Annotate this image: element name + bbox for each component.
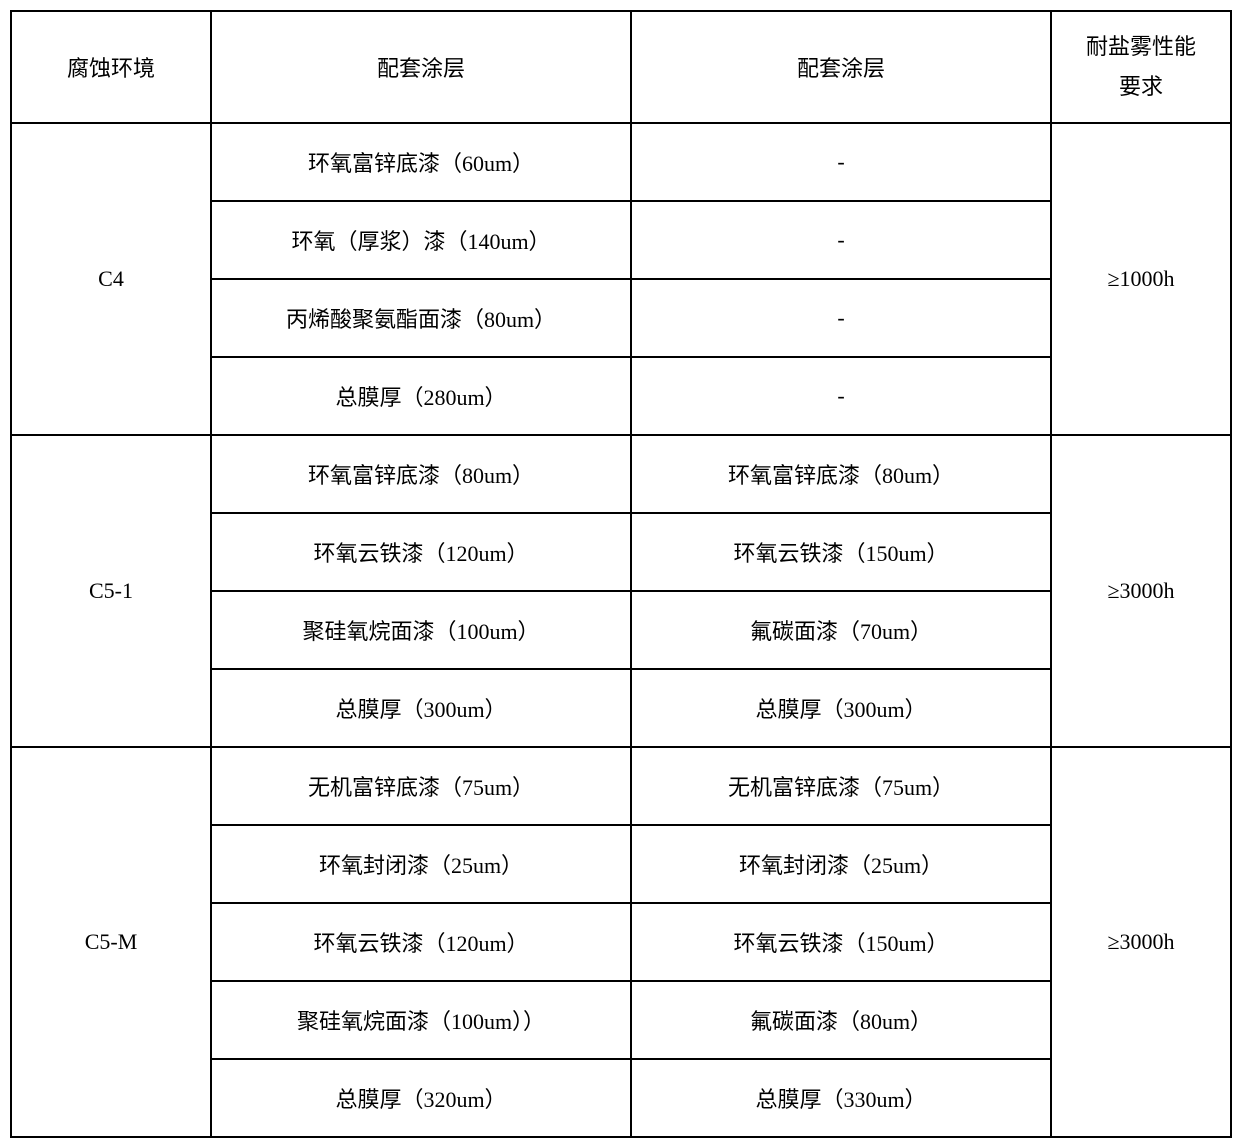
coat1-cell: 总膜厚（320um） xyxy=(211,1059,631,1137)
coat1-cell: 总膜厚（300um） xyxy=(211,669,631,747)
table-row: C5-M 无机富锌底漆（75um） 无机富锌底漆（75um） ≥3000h xyxy=(11,747,1231,825)
header-req-line1: 耐盐雾性能要求 xyxy=(1052,27,1230,106)
header-row: 腐蚀环境 配套涂层 配套涂层 耐盐雾性能要求 xyxy=(11,11,1231,123)
coat2-cell: - xyxy=(631,279,1051,357)
coat1-cell: 环氧封闭漆（25um） xyxy=(211,825,631,903)
coat2-cell: - xyxy=(631,201,1051,279)
coat1-cell: 环氧富锌底漆（80um） xyxy=(211,435,631,513)
header-coat1: 配套涂层 xyxy=(211,11,631,123)
table-row: C5-1 环氧富锌底漆（80um） 环氧富锌底漆（80um） ≥3000h xyxy=(11,435,1231,513)
table-row: C4 环氧富锌底漆（60um） - ≥1000h xyxy=(11,123,1231,201)
env-cell: C4 xyxy=(11,123,211,435)
coat1-cell: 环氧（厚浆）漆（140um） xyxy=(211,201,631,279)
table-body: 腐蚀环境 配套涂层 配套涂层 耐盐雾性能要求 C4 环氧富锌底漆（60um） -… xyxy=(11,11,1231,1137)
coat1-cell: 环氧富锌底漆（60um） xyxy=(211,123,631,201)
coat2-cell: - xyxy=(631,123,1051,201)
header-env: 腐蚀环境 xyxy=(11,11,211,123)
req-cell: ≥3000h xyxy=(1051,747,1231,1137)
coat1-cell: 聚硅氧烷面漆（100um）） xyxy=(211,981,631,1059)
coat2-cell: 环氧封闭漆（25um） xyxy=(631,825,1051,903)
coat2-cell: 环氧云铁漆（150um） xyxy=(631,513,1051,591)
coat2-cell: 总膜厚（300um） xyxy=(631,669,1051,747)
coat2-cell: 氟碳面漆（70um） xyxy=(631,591,1051,669)
header-coat2: 配套涂层 xyxy=(631,11,1051,123)
coat1-cell: 环氧云铁漆（120um） xyxy=(211,513,631,591)
coat2-cell: - xyxy=(631,357,1051,435)
header-req: 耐盐雾性能要求 xyxy=(1051,11,1231,123)
coat2-cell: 氟碳面漆（80um） xyxy=(631,981,1051,1059)
env-cell: C5-M xyxy=(11,747,211,1137)
coat2-cell: 总膜厚（330um） xyxy=(631,1059,1051,1137)
coat1-cell: 环氧云铁漆（120um） xyxy=(211,903,631,981)
coat1-cell: 总膜厚（280um） xyxy=(211,357,631,435)
coat2-cell: 环氧云铁漆（150um） xyxy=(631,903,1051,981)
coat2-cell: 无机富锌底漆（75um） xyxy=(631,747,1051,825)
coat1-cell: 聚硅氧烷面漆（100um） xyxy=(211,591,631,669)
req-cell: ≥3000h xyxy=(1051,435,1231,747)
coat2-cell: 环氧富锌底漆（80um） xyxy=(631,435,1051,513)
req-cell: ≥1000h xyxy=(1051,123,1231,435)
coating-spec-table: 腐蚀环境 配套涂层 配套涂层 耐盐雾性能要求 C4 环氧富锌底漆（60um） -… xyxy=(10,10,1232,1138)
coat1-cell: 无机富锌底漆（75um） xyxy=(211,747,631,825)
coat1-cell: 丙烯酸聚氨酯面漆（80um） xyxy=(211,279,631,357)
env-cell: C5-1 xyxy=(11,435,211,747)
